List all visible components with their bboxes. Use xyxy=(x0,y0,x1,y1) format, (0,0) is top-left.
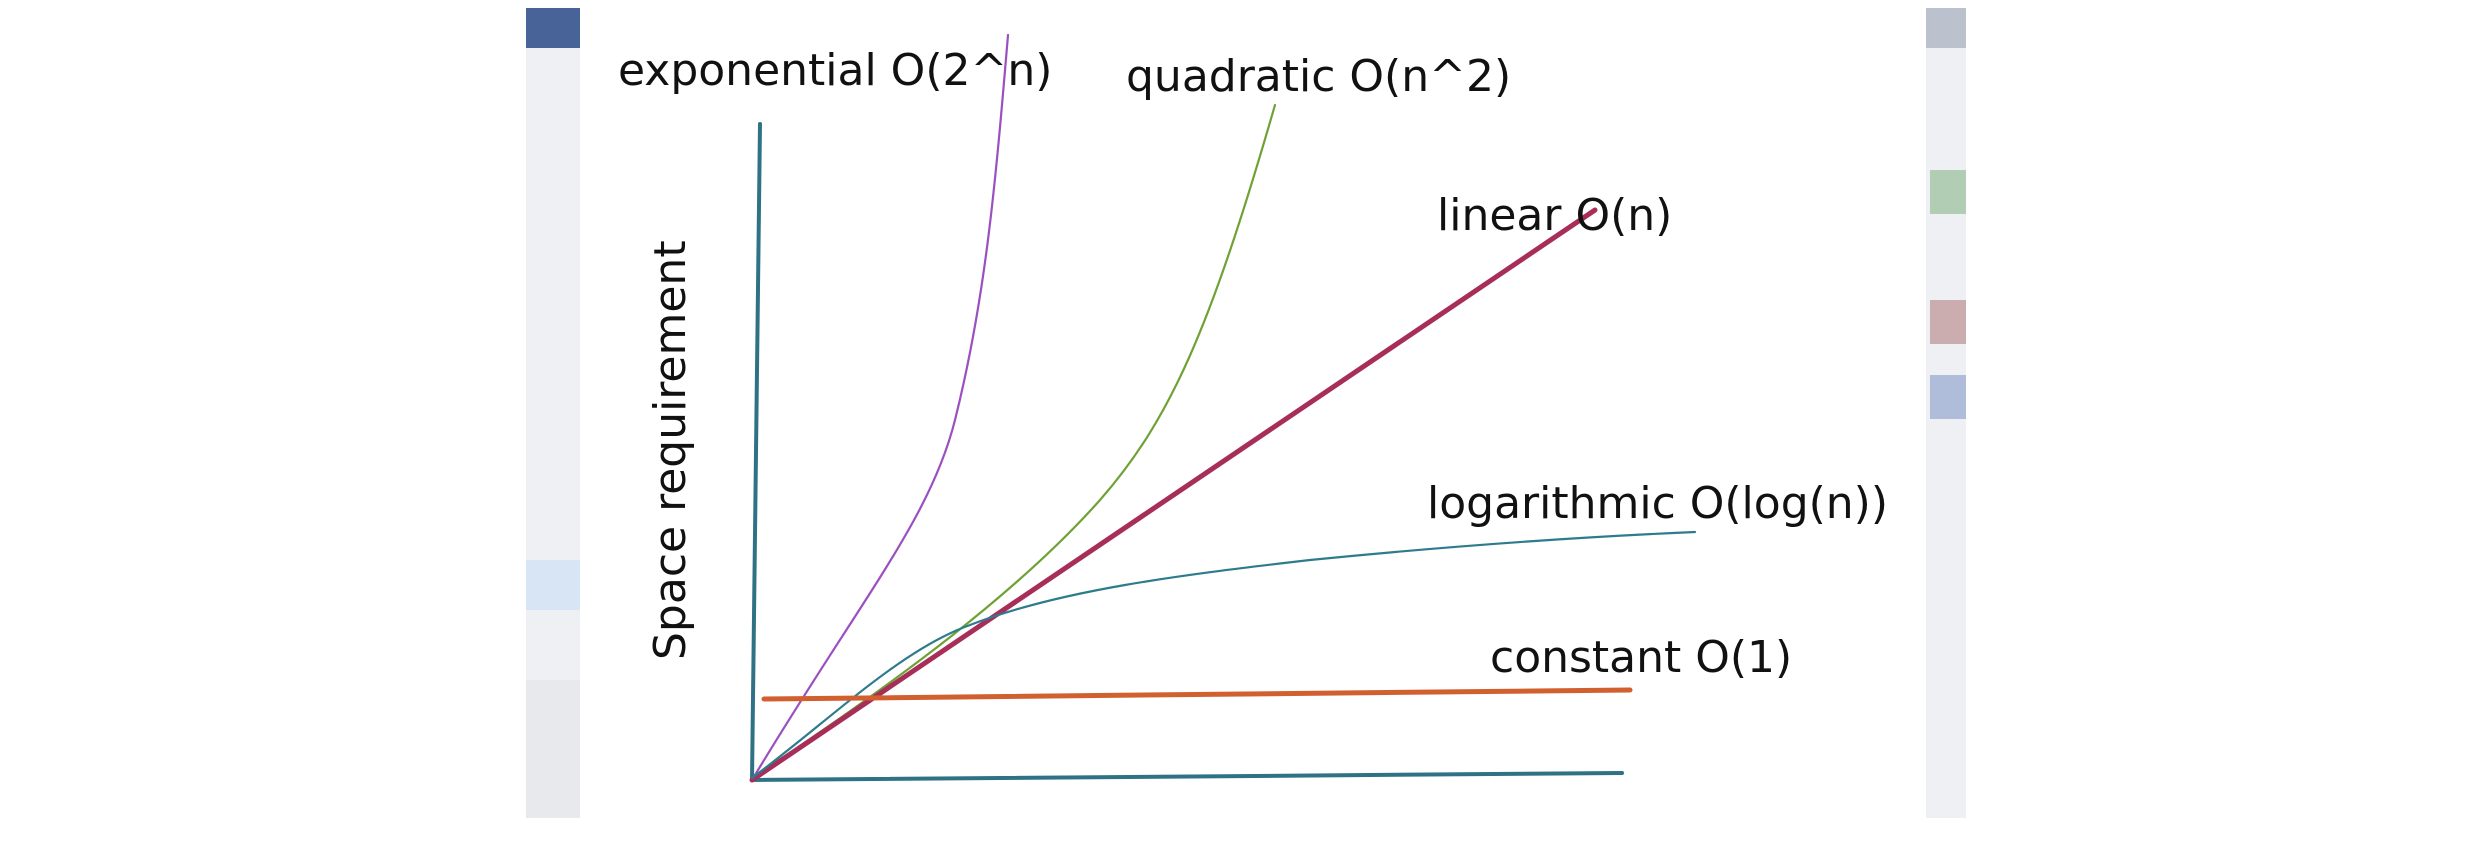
complexity-chart: exponential O(2^n) quadratic O(n^2) line… xyxy=(618,33,1888,783)
y-axis-label: Space requirement xyxy=(645,240,696,660)
background-thumbnail xyxy=(1930,300,1966,344)
series-line-linear xyxy=(749,207,1598,783)
series-line-logarithmic xyxy=(750,530,1697,780)
background-header-left xyxy=(526,8,580,48)
background-thumbnail xyxy=(1930,170,1966,214)
background-button xyxy=(526,560,580,610)
background-header-right xyxy=(1926,8,1966,48)
series-line-quadratic xyxy=(750,103,1277,780)
series-line-exponential xyxy=(750,33,1010,782)
series-line-constant xyxy=(761,687,1633,702)
y-axis xyxy=(750,122,762,782)
background-thumbnail xyxy=(1930,375,1966,419)
series-label-linear: linear O(n) xyxy=(1437,190,1672,241)
series-label-exponential: exponential O(2^n) xyxy=(618,45,1052,96)
chart-canvas: exponential O(2^n) quadratic O(n^2) line… xyxy=(580,0,1926,854)
x-axis xyxy=(750,771,1624,782)
background-page-right xyxy=(1926,8,1966,818)
series-label-logarithmic: logarithmic O(log(n)) xyxy=(1427,478,1888,529)
series-label-constant: constant O(1) xyxy=(1490,632,1792,683)
series-label-quadratic: quadratic O(n^2) xyxy=(1126,51,1511,102)
background-panel xyxy=(526,680,580,818)
